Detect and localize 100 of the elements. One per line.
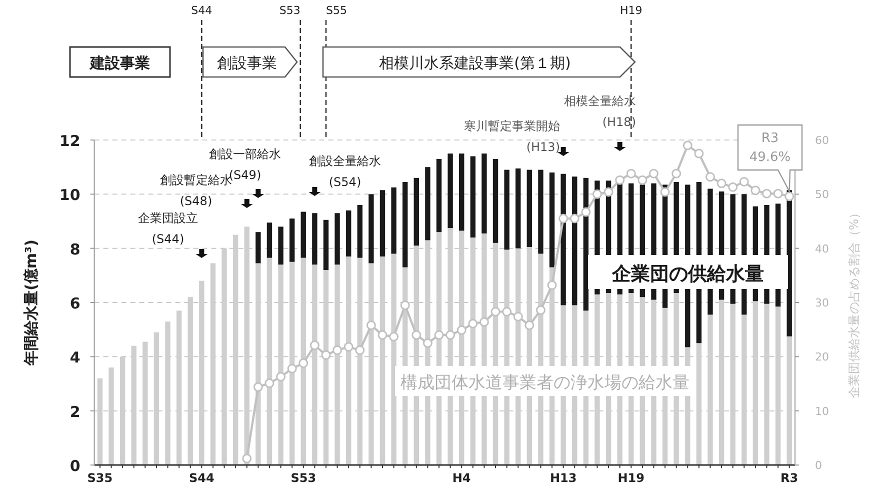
point [638,175,648,185]
annotation: 創設暫定給水 (S48) [160,173,232,208]
point [615,175,625,185]
point [355,345,365,355]
point [378,330,388,340]
bar [278,226,284,265]
y2-tick-label: 30 [815,296,829,310]
bar [538,170,544,254]
point [332,345,342,355]
y-tick-label: 12 [59,132,80,150]
y2-tick-label: 10 [815,404,829,418]
point [762,188,772,198]
point [287,364,297,374]
label-series: 企業団の供給水量 [588,255,788,289]
point [344,342,354,352]
point [694,148,704,158]
bar [459,154,464,231]
y-tick-label: 10 [59,186,80,204]
x-tick-label: H19 [618,471,644,485]
y2-axis-title: 企業団供給水量の占める割合（%） [847,206,861,398]
point [502,306,512,316]
point [784,192,794,202]
y-tick-label: 0 [70,457,80,475]
bar [391,254,396,465]
point [524,320,534,330]
point [468,318,478,328]
point [321,350,331,360]
x-tick-label: H13 [550,471,577,485]
point [581,207,591,217]
x-tick-label: S44 [188,471,214,485]
point [570,214,580,224]
point [682,140,692,150]
point [513,312,523,322]
point [536,305,546,315]
point [672,168,682,178]
point [705,172,715,182]
point [490,306,500,316]
point [558,214,568,224]
point [604,187,614,197]
series-label: 企業団の供給水量 [611,263,764,285]
bar [323,220,329,270]
bar [368,194,374,264]
bar [256,232,261,264]
bar [391,187,396,254]
point [400,300,410,310]
bar [448,154,453,228]
point [547,280,557,290]
point [412,330,422,340]
y2-tick-label: 0 [815,459,822,472]
point [456,325,466,335]
bar [346,210,352,256]
point [446,330,456,340]
point [728,182,738,192]
point [366,320,376,330]
bar [436,158,442,232]
bar [357,205,362,258]
y2-tick-label: 50 [815,188,829,202]
y-tick-label: 4 [70,348,80,367]
point [310,340,320,350]
bar [482,154,487,234]
y-axis-title: 年間給水量(億m³) [22,240,40,366]
bar [300,212,306,258]
bar [425,167,430,240]
point [389,332,399,342]
y-tick-label: 6 [70,294,80,312]
header-box: 建設事業 [69,46,171,78]
series-label: 構成団体水道事業者の浄水場の給水量 [400,373,690,393]
bar [289,218,295,262]
x-tick-label: H4 [452,471,471,485]
y2-tick-label: 40 [815,242,829,256]
bar [526,170,532,247]
y2-tick-label: 60 [815,134,829,147]
bar [380,190,386,256]
point [750,186,760,196]
y2-tick-label: 20 [815,350,829,364]
point [648,168,658,178]
point [626,168,636,178]
point [298,358,308,368]
bar [266,222,272,258]
bar [414,178,419,246]
x-tick-label: R3 [780,471,798,485]
point [660,187,670,197]
point [739,176,749,186]
bar [549,172,555,268]
point [434,330,444,340]
x-tick-label: S35 [87,471,113,485]
point [592,189,602,199]
ref-line-label: S53 [279,4,300,17]
point [264,378,274,388]
y-tick-label: 2 [70,402,80,421]
bar [312,213,318,265]
point [276,372,286,382]
bar [504,170,510,250]
bar [334,213,340,265]
bar [402,182,408,268]
ref-line-label: S44 [191,4,212,17]
y-tick-label: 8 [70,240,80,258]
point [716,178,726,188]
point [242,454,252,464]
point [773,188,783,198]
